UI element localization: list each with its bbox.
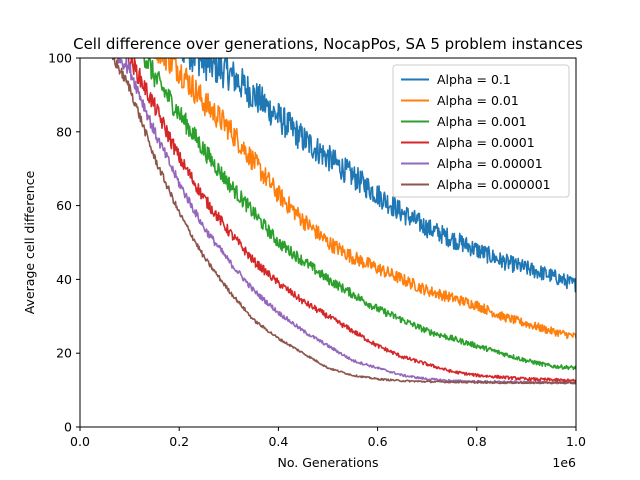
x-axis-offset-label: 1e6 [552, 455, 576, 470]
y-tick-label: 20 [56, 346, 72, 361]
legend: Alpha = 0.1 Alpha = 0.01 Alpha = 0.001 Alph… [392, 64, 570, 198]
x-axis: 0.0 0.2 0.4 0.6 0.8 1.0 [70, 427, 586, 449]
legend-label: Alpha = 0.01 [437, 93, 519, 108]
y-axis-label: Average cell difference [22, 170, 37, 314]
chart-title: Cell difference over generations, NocapP… [73, 35, 583, 53]
y-tick-label: 60 [56, 198, 72, 213]
series-line-5 [111, 58, 576, 385]
series-line-3 [123, 58, 576, 383]
x-axis-label: No. Generations [278, 455, 379, 470]
x-tick-label: 0.0 [70, 434, 90, 449]
x-tick-label: 0.2 [169, 434, 189, 449]
x-tick-label: 1.0 [566, 434, 586, 449]
legend-label: Alpha = 0.1 [437, 72, 511, 87]
legend-box [392, 64, 570, 198]
plot-frame [79, 57, 577, 428]
legend-label: Alpha = 0.0001 [437, 135, 535, 150]
y-tick-label: 0 [64, 420, 72, 435]
y-axis: 0 20 40 60 80 100 [48, 51, 80, 435]
y-tick-label: 40 [56, 272, 72, 287]
series-layer [111, 58, 576, 385]
series-line-2 [143, 58, 576, 371]
x-tick-label: 0.4 [268, 434, 288, 449]
y-tick-label: 80 [56, 124, 72, 139]
series-line-1 [153, 58, 576, 340]
series-line-0 [181, 58, 576, 293]
legend-label: Alpha = 0.00001 [437, 156, 543, 171]
legend-label: Alpha = 0.000001 [437, 177, 551, 192]
x-tick-label: 0.6 [368, 434, 388, 449]
y-tick-label: 100 [48, 51, 72, 66]
legend-label: Alpha = 0.001 [437, 114, 527, 129]
x-tick-label: 0.8 [467, 434, 487, 449]
